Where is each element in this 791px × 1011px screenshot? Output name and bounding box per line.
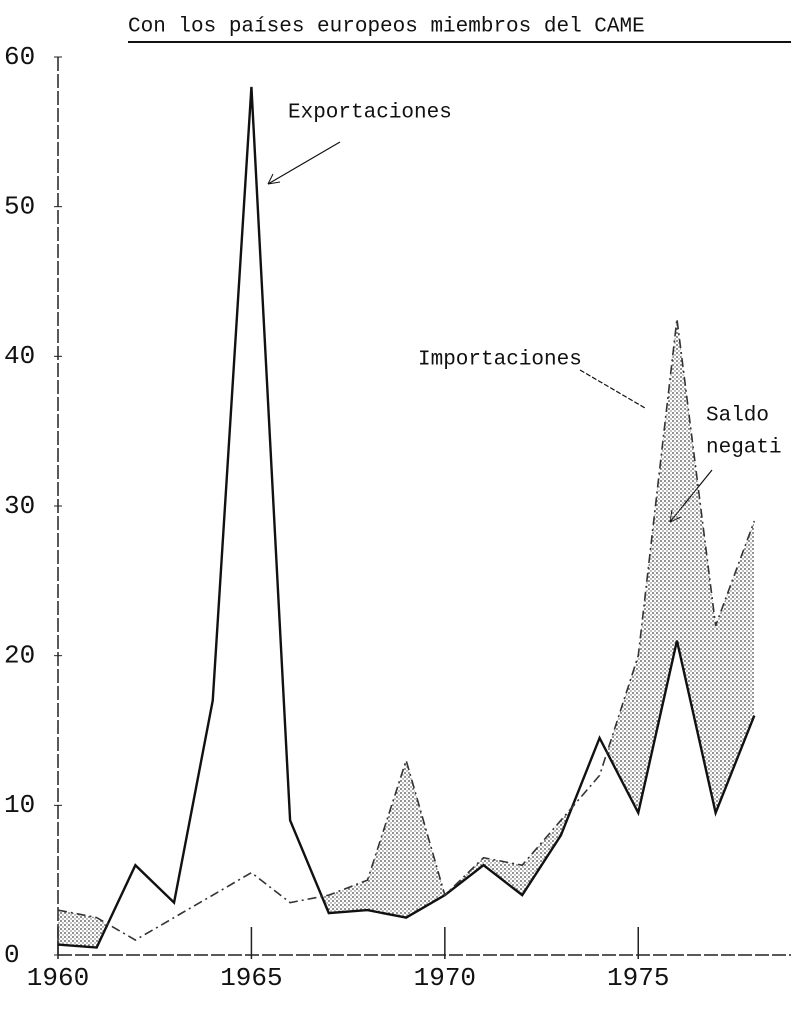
y-tick-label: 50 <box>4 192 35 222</box>
y-tick-label: 20 <box>4 641 35 671</box>
annotation: Saldo <box>706 405 769 428</box>
y-tick-label: 10 <box>4 790 35 820</box>
x-tick-label: 1965 <box>220 963 282 993</box>
y-tick-label: 0 <box>4 940 20 970</box>
y-tick-label: 60 <box>4 42 35 72</box>
balance-area <box>58 318 755 948</box>
arrow-head <box>267 173 281 185</box>
annotation: Exportaciones <box>288 102 452 125</box>
annotation: Importaciones <box>418 349 582 372</box>
line <box>57 318 756 941</box>
x-tick-label: 1960 <box>27 963 89 993</box>
arrow <box>267 141 341 185</box>
arrow <box>579 369 646 409</box>
x-tick-label: 1975 <box>607 963 669 993</box>
line <box>57 86 756 949</box>
x-tick-label: 1970 <box>414 963 476 993</box>
annotation: negati <box>706 437 782 460</box>
y-tick-label: 30 <box>4 491 35 521</box>
chart-title: Con los países europeos miembros del CAM… <box>128 16 645 39</box>
y-tick-label: 40 <box>4 341 35 371</box>
